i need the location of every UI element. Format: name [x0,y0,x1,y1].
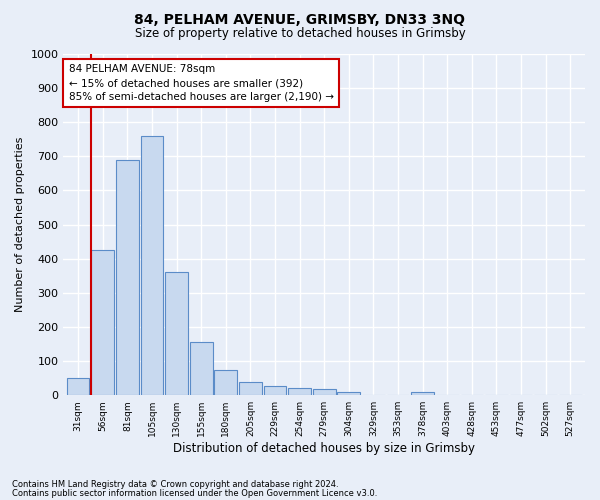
Bar [214,370,237,395]
Text: Size of property relative to detached houses in Grimsby: Size of property relative to detached ho… [134,28,466,40]
Bar [239,382,262,395]
Bar [140,136,163,395]
Bar [165,272,188,395]
Bar [313,389,335,395]
Bar [288,388,311,395]
Bar [263,386,286,395]
Bar [190,342,212,395]
Bar [337,392,360,395]
Bar [116,160,139,395]
Text: 84 PELHAM AVENUE: 78sqm
← 15% of detached houses are smaller (392)
85% of semi-d: 84 PELHAM AVENUE: 78sqm ← 15% of detache… [68,64,334,102]
Bar [67,378,89,395]
Text: Contains HM Land Registry data © Crown copyright and database right 2024.: Contains HM Land Registry data © Crown c… [12,480,338,489]
Bar [412,392,434,395]
Y-axis label: Number of detached properties: Number of detached properties [15,137,25,312]
Text: Contains public sector information licensed under the Open Government Licence v3: Contains public sector information licen… [12,489,377,498]
Text: 84, PELHAM AVENUE, GRIMSBY, DN33 3NQ: 84, PELHAM AVENUE, GRIMSBY, DN33 3NQ [134,12,466,26]
Bar [91,250,114,395]
X-axis label: Distribution of detached houses by size in Grimsby: Distribution of detached houses by size … [173,442,475,455]
